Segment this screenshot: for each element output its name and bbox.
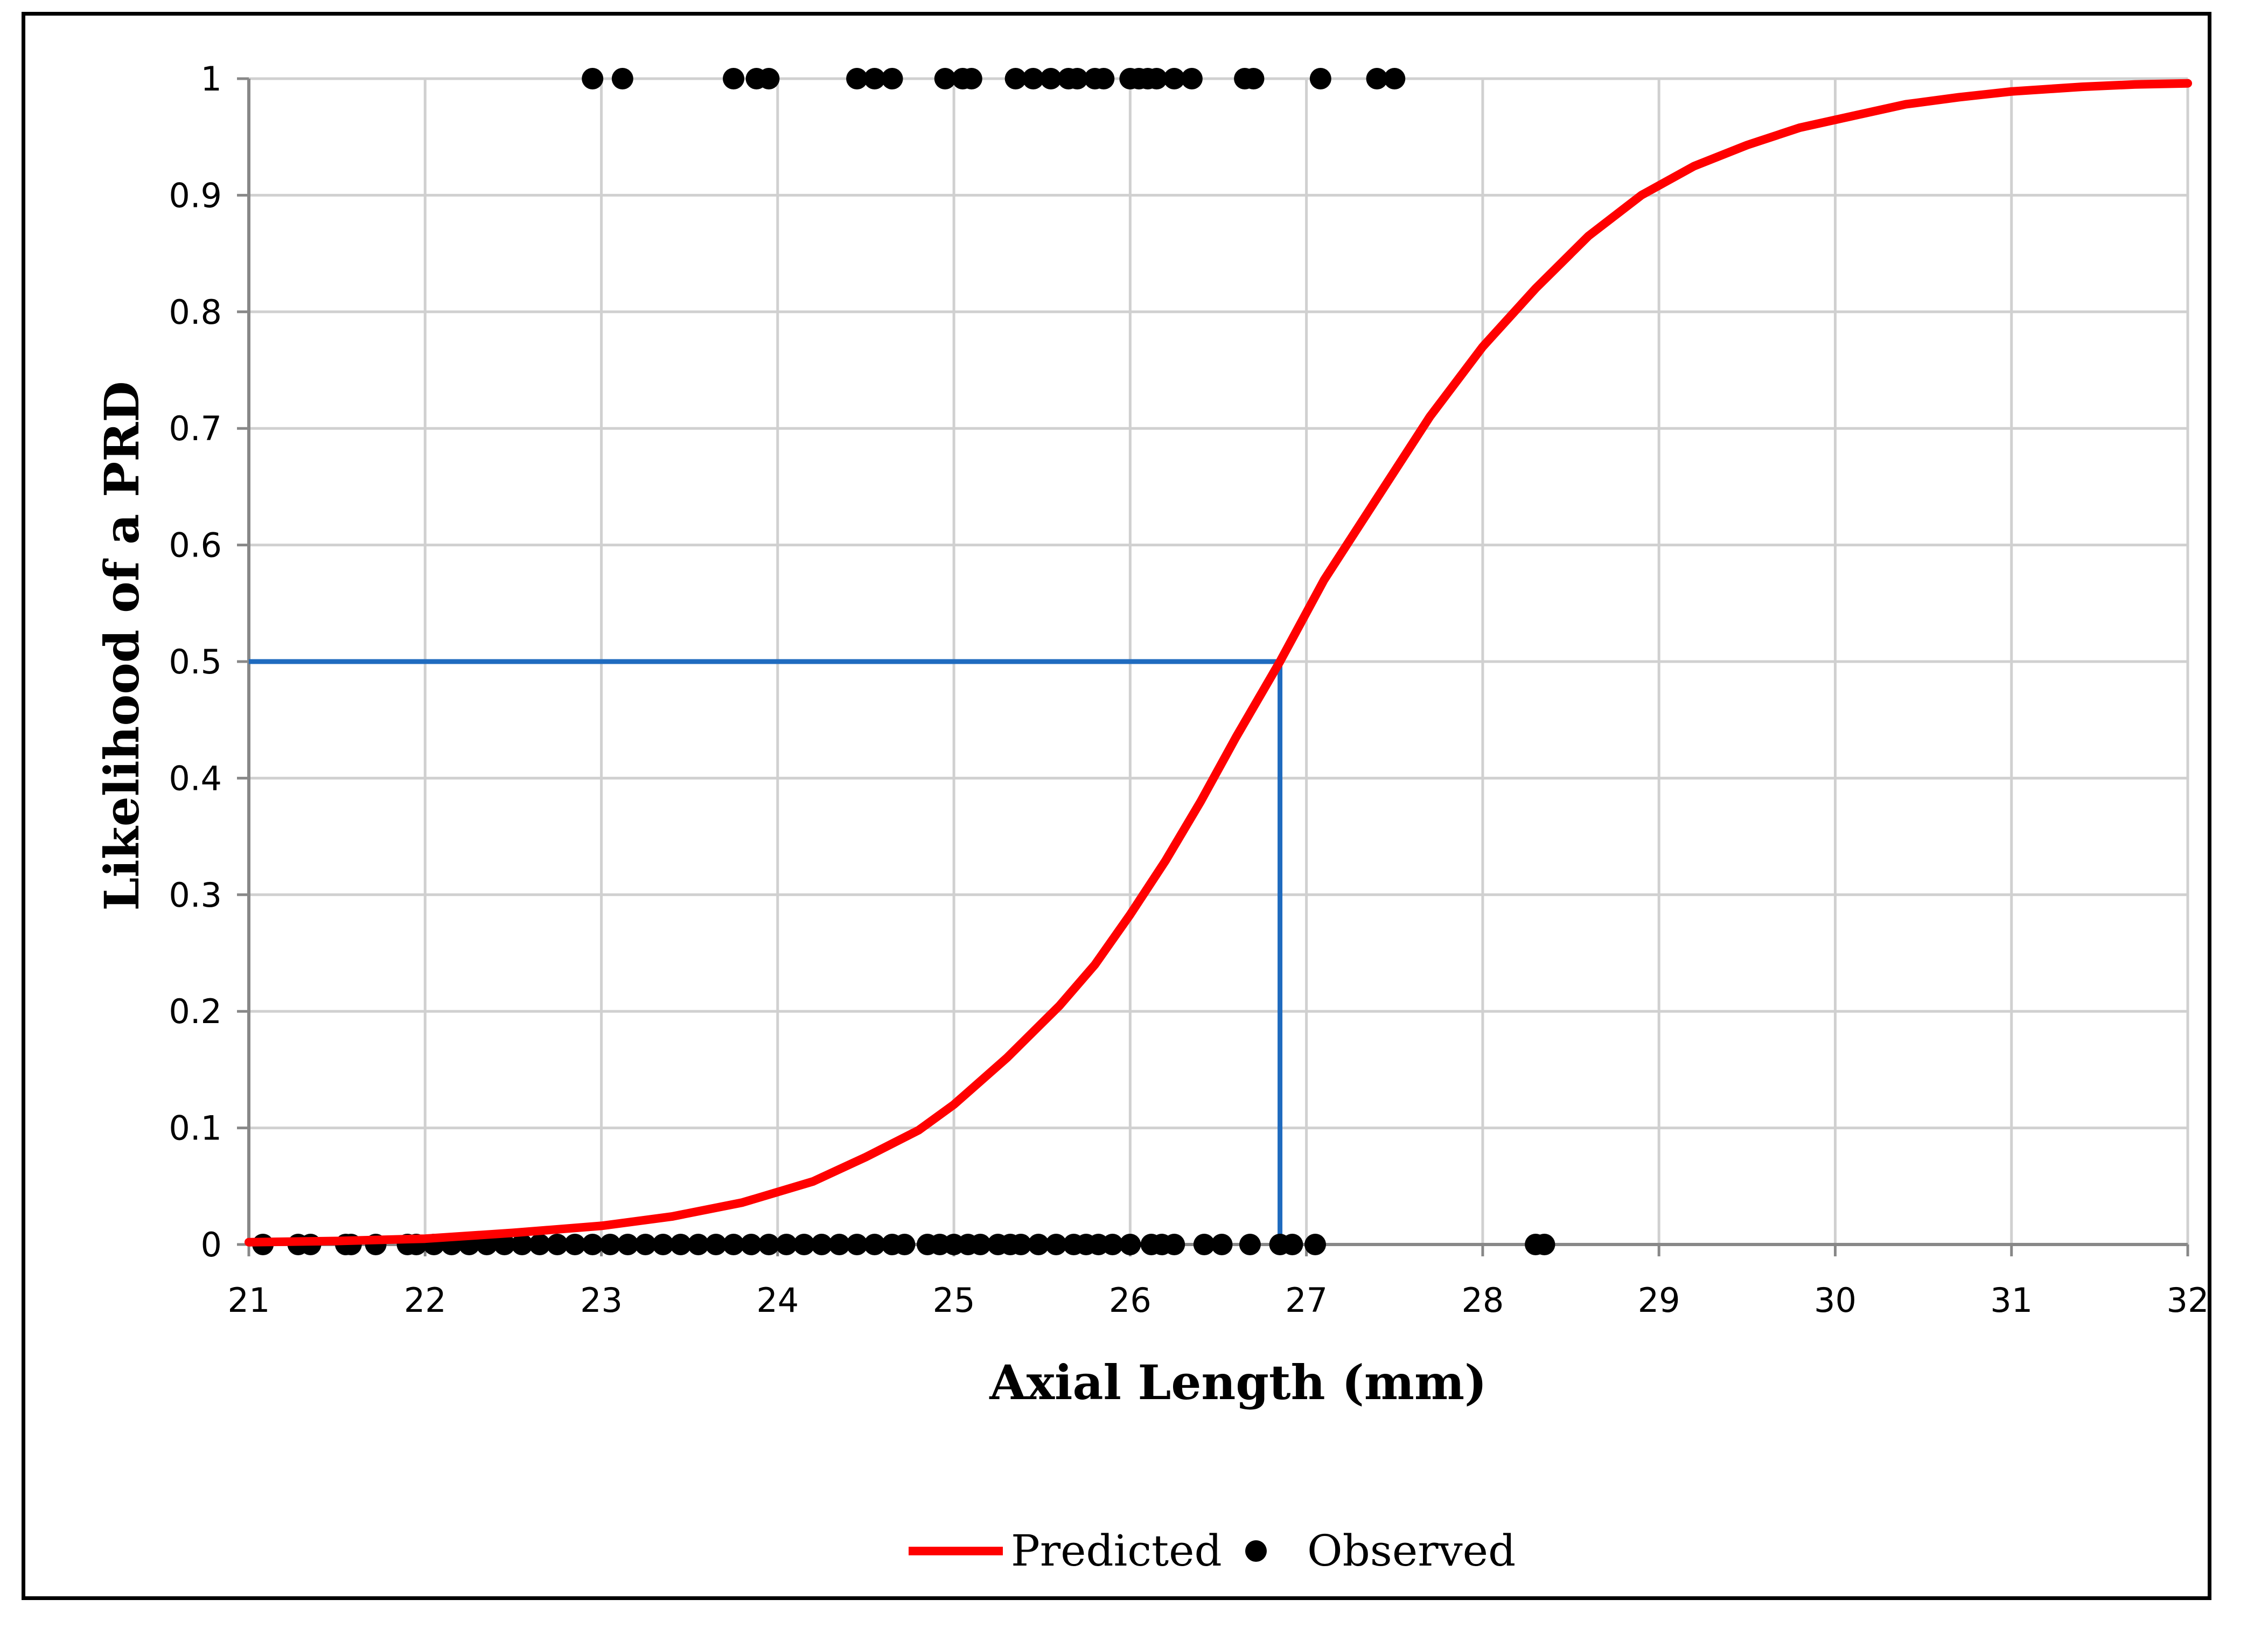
y-tick-label-0: 0 [201, 1225, 222, 1264]
x-tick-label-8: 29 [1638, 1281, 1680, 1320]
observed-point-27 [1366, 68, 1388, 89]
observed-point-17 [1093, 68, 1115, 89]
observed-point-28 [1384, 68, 1406, 89]
x-tick-label-3: 24 [756, 1281, 799, 1320]
x-tick-label-11: 32 [2167, 1281, 2208, 1320]
y-tick-label-6: 0.6 [169, 526, 222, 565]
observed-point-55 [740, 1234, 762, 1255]
observed-point-85 [1239, 1234, 1261, 1255]
observed-point-6 [863, 68, 885, 89]
observed-point-41 [493, 1234, 515, 1255]
x-tick-label-5: 26 [1109, 1281, 1152, 1320]
y-tick-label-5: 0.5 [169, 642, 222, 682]
observed-point-5 [846, 68, 868, 89]
observed-point-78 [1101, 1234, 1123, 1255]
observed-point-79 [1119, 1234, 1141, 1255]
observed-point-61 [846, 1234, 868, 1255]
observed-point-1 [611, 68, 633, 89]
observed-point-45 [564, 1234, 586, 1255]
observed-point-56 [758, 1234, 780, 1255]
observed-point-87 [1281, 1234, 1303, 1255]
observed-point-59 [811, 1234, 833, 1255]
legend-predicted-label: Predicted [1011, 1526, 1222, 1576]
observed-point-57 [776, 1234, 798, 1255]
y-tick-label-8: 0.8 [169, 293, 222, 332]
observed-point-22 [1163, 68, 1185, 89]
observed-point-51 [669, 1234, 692, 1255]
observed-point-62 [863, 1234, 885, 1255]
observed-points [252, 68, 1555, 1255]
observed-point-13 [1040, 68, 1062, 89]
legend: Predicted Observed [909, 1526, 1516, 1576]
x-tick-label-7: 28 [1461, 1281, 1504, 1320]
observed-point-64 [894, 1234, 916, 1255]
y-tick-labels: 0 0.1 0.2 0.3 0.4 0.5 0.6 0.7 0.8 0.9 1 [169, 59, 222, 1264]
x-tick-label-9: 30 [1814, 1281, 1857, 1320]
threshold-lines [249, 659, 1283, 1244]
observed-point-84 [1211, 1234, 1233, 1255]
x-axis-title: Axial Length (mm) [989, 1354, 1487, 1410]
y-tick-label-3: 0.3 [169, 875, 222, 915]
observed-point-25 [1243, 68, 1265, 89]
observed-point-72 [1010, 1234, 1032, 1255]
observed-point-21 [1146, 68, 1168, 89]
observed-point-42 [511, 1234, 533, 1255]
observed-point-0 [582, 68, 604, 89]
logistic-regression-chart: 21 22 23 24 25 26 27 28 29 30 31 32 0 0.1 0.2 0.3 0.4 0.… [94, 59, 2208, 1576]
observed-point-48 [617, 1234, 639, 1255]
observed-point-44 [546, 1234, 568, 1255]
legend-observed-marker [1245, 1540, 1267, 1562]
observed-point-10 [960, 68, 982, 89]
x-tick-label-2: 23 [580, 1281, 623, 1320]
observed-point-15 [1066, 68, 1088, 89]
chart-frame: 21 22 23 24 25 26 27 28 29 30 31 32 0 0.1 0.2 0.3 0.4 0.… [22, 12, 2211, 1600]
observed-point-88 [1304, 1234, 1326, 1255]
observed-point-23 [1181, 68, 1203, 89]
y-tick-label-10: 1 [201, 59, 222, 99]
y-tick-label-1: 0.1 [169, 1109, 222, 1148]
observed-point-50 [652, 1234, 674, 1255]
y-tick-label-2: 0.2 [169, 992, 222, 1031]
observed-point-69 [969, 1234, 992, 1255]
observed-point-7 [881, 68, 903, 89]
observed-point-74 [1045, 1234, 1067, 1255]
observed-point-54 [723, 1234, 744, 1255]
observed-point-47 [599, 1234, 621, 1255]
x-tick-label-4: 25 [933, 1281, 975, 1320]
x-tick-label-6: 27 [1285, 1281, 1328, 1320]
y-tick-label-9: 0.9 [169, 176, 222, 215]
y-axis-title: Likelihood of a PRD [94, 381, 150, 910]
x-tick-label-1: 22 [404, 1281, 446, 1320]
observed-point-49 [634, 1234, 657, 1255]
y-tick-label-7: 0.7 [169, 409, 222, 448]
x-tick-label-10: 31 [1990, 1281, 2033, 1320]
predicted-line [245, 79, 2192, 1247]
observed-point-52 [687, 1234, 709, 1255]
observed-point-2 [723, 68, 744, 89]
x-tick-labels: 21 22 23 24 25 26 27 28 29 30 31 32 [228, 1281, 2208, 1320]
axes [237, 77, 2189, 1256]
observed-point-90 [1533, 1234, 1555, 1255]
observed-point-4 [758, 68, 780, 89]
y-tick-label-4: 0.4 [169, 759, 222, 798]
observed-point-8 [934, 68, 956, 89]
observed-point-26 [1309, 68, 1331, 89]
observed-point-83 [1193, 1234, 1215, 1255]
observed-point-12 [1022, 68, 1044, 89]
observed-point-53 [705, 1234, 727, 1255]
observed-point-11 [1004, 68, 1027, 89]
legend-observed-label: Observed [1307, 1526, 1516, 1576]
observed-point-58 [793, 1234, 815, 1255]
observed-point-73 [1028, 1234, 1050, 1255]
predicted-curve [245, 79, 2192, 1247]
observed-point-43 [529, 1234, 550, 1255]
observed-point-82 [1163, 1234, 1185, 1255]
observed-point-60 [828, 1234, 850, 1255]
observed-point-46 [582, 1234, 604, 1255]
x-tick-label-0: 21 [228, 1281, 270, 1320]
